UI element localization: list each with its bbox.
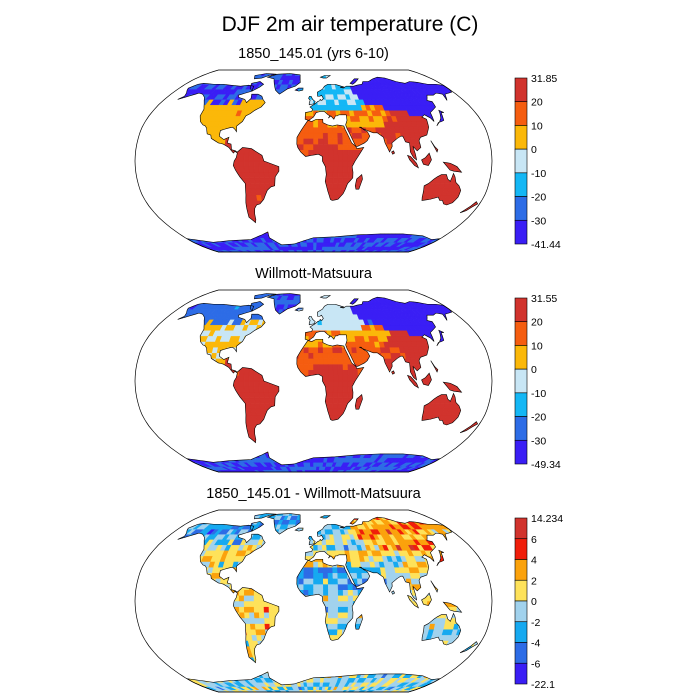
colorbar-band — [514, 196, 528, 221]
colorbar-band — [514, 125, 528, 150]
map-border — [134, 289, 493, 473]
colorbar-label: -22.1 — [531, 679, 555, 691]
colorbar-label: -10 — [531, 168, 546, 180]
colorbar-label: -6 — [531, 658, 540, 670]
colorbar-band — [514, 517, 528, 540]
colorbar-label: 6 — [531, 534, 537, 546]
colorbar-band — [514, 297, 528, 323]
colorbar-label: 20 — [531, 97, 543, 109]
colorbar-band — [514, 439, 528, 465]
colorbar-band — [514, 579, 528, 602]
observed-colorbar: 31.55 20 10 0 -10 -20 -30 -49.34 — [514, 293, 561, 471]
colorbar-label: -2 — [531, 617, 540, 629]
colorbar-label: -41.44 — [531, 239, 561, 251]
colorbar-band — [514, 368, 528, 394]
map-border — [134, 69, 493, 253]
panel-title-difference: 1850_145.01 - Willmott-Matsuura — [206, 486, 421, 502]
colorbar-label: 0 — [531, 364, 537, 376]
colorbar-label: 2 — [531, 575, 537, 587]
colorbar-band — [514, 600, 528, 623]
colorbar-label: 31.85 — [531, 73, 557, 85]
colorbar-label: 20 — [531, 317, 543, 329]
colorbar-band — [514, 172, 528, 197]
colorbar-label: -49.34 — [531, 459, 561, 471]
colorbar-label: 31.55 — [531, 293, 557, 305]
colorbar-band — [514, 101, 528, 126]
colorbar-label: -4 — [531, 638, 540, 650]
colorbar-band — [514, 77, 528, 103]
colorbar-band — [514, 321, 528, 346]
colorbar-label: -20 — [531, 412, 546, 424]
colorbar-band — [514, 621, 528, 643]
panel-title-model: 1850_145.01 (yrs 6-10) — [238, 46, 389, 62]
colorbar-label: 10 — [531, 120, 543, 132]
colorbar-band — [514, 559, 528, 581]
main-title: DJF 2m air temperature (C) — [221, 13, 479, 36]
model-temperature-map — [134, 69, 493, 253]
observed-temperature-map — [134, 289, 493, 473]
difference-colorbar: 14.234 6 4 2 0 -2 -4 -6 -22.1 — [514, 513, 563, 691]
colorbar-band — [514, 148, 528, 174]
colorbar-band — [514, 416, 528, 441]
colorbar-band — [514, 392, 528, 417]
colorbar-label: -30 — [531, 435, 546, 447]
colorbar-label: 0 — [531, 144, 537, 156]
colorbar-band — [514, 662, 528, 685]
colorbar-label: 4 — [531, 555, 537, 567]
map-border — [134, 509, 493, 693]
colorbar-label: -30 — [531, 215, 546, 227]
colorbar-band — [514, 345, 528, 370]
colorbar-label: -20 — [531, 192, 546, 204]
difference-temperature-map — [134, 509, 493, 693]
colorbar-band — [514, 219, 528, 245]
model-colorbar: 31.85 20 10 0 -10 -20 -30 -41.44 — [514, 73, 561, 251]
colorbar-band — [514, 642, 528, 664]
colorbar-label: 0 — [531, 596, 537, 608]
panel-title-observed: Willmott-Matsuura — [255, 266, 372, 282]
colorbar-label: 14.234 — [531, 513, 563, 525]
coastlines — [177, 513, 479, 693]
colorbar-label: 10 — [531, 340, 543, 352]
colorbar-label: -10 — [531, 388, 546, 400]
colorbar-band — [514, 538, 528, 560]
